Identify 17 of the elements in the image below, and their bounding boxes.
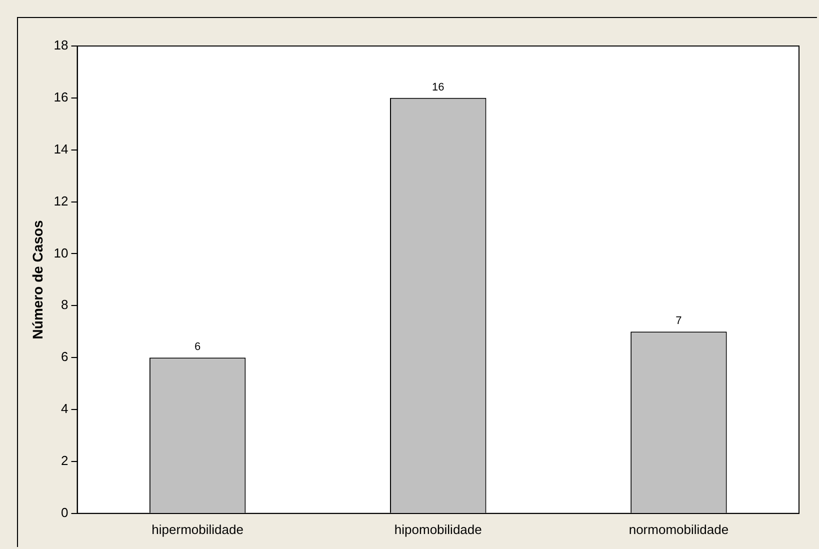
y-axis-title: Número de Casos	[29, 220, 46, 340]
y-tick-label: 18	[54, 38, 68, 53]
y-tick-label: 8	[61, 297, 68, 312]
y-tick-label: 4	[61, 401, 68, 416]
data-label: 7	[676, 315, 682, 328]
data-label: 6	[194, 341, 201, 354]
y-tick-label: 6	[61, 349, 68, 364]
y-tick-label: 12	[54, 193, 68, 208]
x-tick-label: hipermobilidade	[152, 522, 244, 537]
y-tick-label: 0	[61, 504, 68, 520]
y-tick-label: 14	[54, 141, 68, 156]
y-tick-label: 2	[61, 453, 68, 468]
x-tick-label: hipomobilidade	[394, 522, 482, 537]
data-label: 16	[432, 81, 444, 94]
x-tick-label: normomobilidade	[628, 522, 729, 537]
y-tick-label: 10	[54, 245, 68, 260]
y-tick-label: 16	[54, 90, 68, 105]
